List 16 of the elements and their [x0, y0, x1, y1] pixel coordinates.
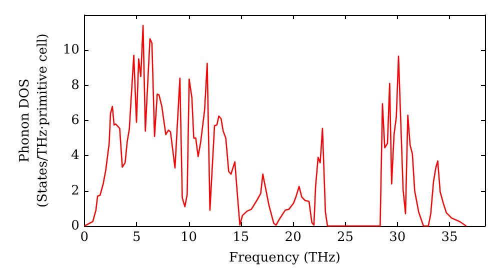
line-series — [84, 24, 467, 227]
y-tick-label: 0 — [71, 218, 80, 234]
x-tick-label: 20 — [284, 230, 302, 245]
y-tick-label: 2 — [71, 183, 80, 198]
x-axis-title: Frequency (THz) — [228, 250, 340, 266]
y-tick-label: 10 — [62, 42, 80, 58]
x-tick-label: 15 — [232, 230, 250, 245]
y-axis-title: Phonon DOS (States/THz·primitive cell) — [18, 33, 50, 208]
y-tick-label: 4 — [71, 148, 80, 164]
x-tick-label: 10 — [180, 230, 198, 245]
x-tick-label: 25 — [336, 230, 354, 245]
x-tick-label: 35 — [441, 230, 458, 245]
y-tick-label: 6 — [71, 113, 80, 128]
x-tick-label: 5 — [132, 230, 141, 245]
y-tick-label: 8 — [71, 78, 80, 93]
x-tick-label: 30 — [389, 230, 406, 245]
